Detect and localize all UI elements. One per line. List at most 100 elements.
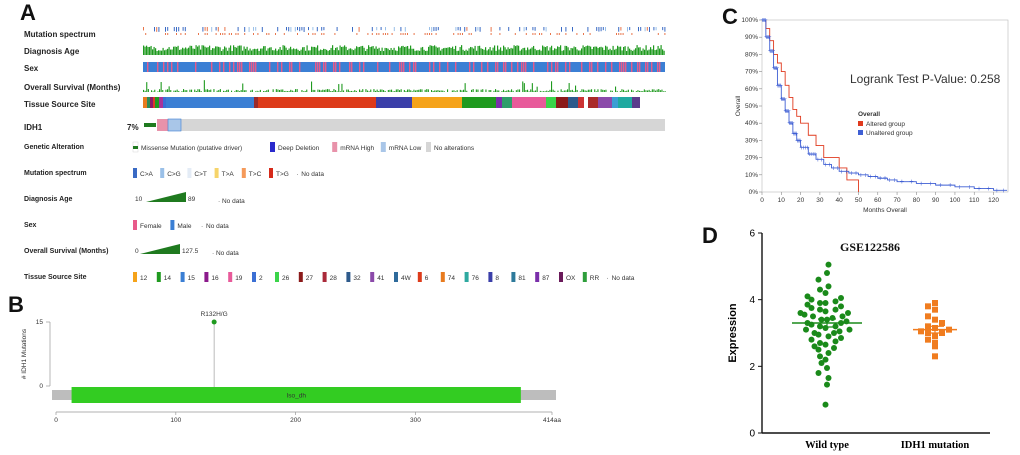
survival-bar <box>463 89 465 92</box>
data-point <box>825 283 832 290</box>
age-bar <box>536 50 538 55</box>
survival-bar <box>509 90 511 92</box>
censor-mark: + <box>887 177 892 184</box>
gene-percent: 7% <box>127 123 139 132</box>
sex-track <box>143 62 665 72</box>
sex-female-stripe <box>581 62 583 72</box>
survival-bar <box>456 90 458 92</box>
survival-bar <box>407 89 409 92</box>
data-point <box>824 365 830 371</box>
panel-d-expression: D GSE122586 0 2 4 6 Expression Wild type IDH1 m… <box>700 215 1020 455</box>
spectrum-tick <box>222 33 224 35</box>
spectrum-tick <box>387 33 389 35</box>
age-bar <box>572 48 574 55</box>
age-bar <box>335 47 337 55</box>
censor-mark: + <box>909 179 914 186</box>
age-bar <box>534 48 536 55</box>
legend-item-label: T>G <box>276 171 289 178</box>
survival-bar <box>471 89 473 92</box>
data-point <box>817 353 823 360</box>
spectrum-tick <box>235 33 237 35</box>
age-bar <box>180 49 182 55</box>
survival-bar <box>432 90 434 92</box>
chart-title: GSE122586 <box>840 240 900 254</box>
age-bar <box>318 50 320 55</box>
survival-bar <box>379 89 381 92</box>
sex-female-stripe <box>255 62 257 72</box>
survival-bar <box>259 89 261 92</box>
sex-female-stripe <box>551 62 553 72</box>
age-bar <box>587 45 589 55</box>
spectrum-tick <box>453 33 455 35</box>
data-point <box>925 303 931 310</box>
survival-bar <box>291 90 293 92</box>
spectrum-tick <box>391 33 393 35</box>
spectrum-tick <box>653 27 655 31</box>
age-bar <box>527 47 529 55</box>
age-bar <box>212 48 214 55</box>
data-point <box>822 308 829 315</box>
censor-mark: + <box>785 108 790 115</box>
survival-bar <box>359 89 361 92</box>
survival-bar <box>336 91 338 92</box>
survival-bar <box>378 91 380 92</box>
censor-mark: + <box>766 34 771 41</box>
survival-bar <box>528 91 530 92</box>
age-bar <box>239 45 241 55</box>
survival-bar <box>639 90 641 92</box>
age-bar <box>503 45 505 55</box>
age-bar <box>521 49 523 55</box>
survival-bar <box>621 89 623 92</box>
sex-female-stripe <box>439 62 441 72</box>
panel-label-a: A <box>20 0 36 25</box>
sex-female-stripe <box>469 62 471 72</box>
survival-bar <box>199 89 201 92</box>
age-bar <box>302 47 304 55</box>
legend-item-label: Missense Mutation (putative driver) <box>141 145 242 152</box>
legend-swatch <box>133 272 137 282</box>
survival-bar <box>234 91 236 92</box>
age-bar <box>626 50 628 55</box>
spectrum-tick <box>618 27 620 32</box>
age-bar <box>633 49 635 55</box>
age-bar <box>585 46 587 55</box>
survival-bar <box>418 89 420 92</box>
spectrum-tick <box>435 33 437 35</box>
censor-mark: + <box>770 48 775 55</box>
spectrum-tick <box>413 33 415 35</box>
age-bar <box>489 47 491 55</box>
sex-female-stripe <box>481 62 483 72</box>
survival-bar <box>637 90 639 92</box>
survival-bar <box>383 90 385 92</box>
survival-bar <box>595 91 597 92</box>
age-bar <box>512 48 514 55</box>
age-bar <box>321 50 323 55</box>
spectrum-tick <box>534 27 536 31</box>
age-bar <box>419 50 421 55</box>
legend-item-label: 19 <box>235 275 243 282</box>
sex-female-stripe <box>237 62 239 72</box>
age-bar <box>299 50 301 55</box>
legend-item-label: Deep Deletion <box>278 145 320 152</box>
spectrum-tick <box>455 27 457 31</box>
y-tick-label: 100% <box>741 17 758 24</box>
age-bar <box>264 46 266 55</box>
spectrum-tick <box>620 33 622 35</box>
domain-iso-dh <box>71 387 521 403</box>
spectrum-tick <box>556 33 558 35</box>
spectrum-tick <box>587 27 589 32</box>
survival-bar <box>381 89 383 92</box>
age-bar <box>470 46 472 55</box>
age-bar <box>581 48 583 55</box>
survival-bar <box>551 81 553 92</box>
legend-swatch <box>298 272 303 282</box>
spectrum-tick <box>257 33 259 35</box>
censor-mark: + <box>803 144 808 151</box>
spectrum-tick <box>244 33 246 35</box>
age-bar <box>144 46 146 55</box>
age-bar <box>287 50 289 55</box>
age-bar <box>161 50 163 55</box>
censor-mark: + <box>807 151 812 158</box>
survival-bar <box>584 90 586 92</box>
data-point <box>804 293 811 300</box>
